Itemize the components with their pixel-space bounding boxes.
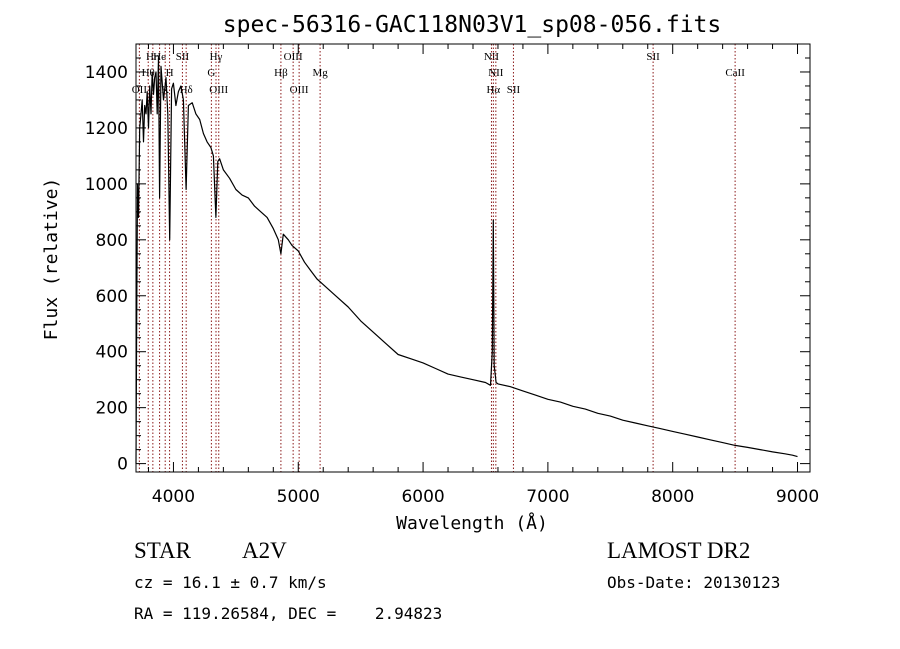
y-axis-label: Flux (relative): [41, 178, 62, 341]
marker-label: NII: [488, 67, 504, 79]
marker-label: He: [153, 51, 166, 63]
marker-label: Hγ: [210, 51, 223, 63]
marker-label: SII: [176, 51, 190, 63]
marker-label: G: [207, 67, 215, 79]
marker-label: CaII: [725, 67, 745, 79]
x-tick-label: 6000: [401, 487, 444, 507]
y-tick-label: 1000: [85, 175, 128, 195]
marker-label: SII: [507, 84, 521, 96]
marker-label: Hδ: [180, 84, 193, 96]
y-tick-label: 1200: [85, 119, 128, 139]
marker-label: H: [166, 67, 174, 79]
spectrum-line: [135, 57, 798, 464]
marker-label: Hη: [146, 51, 160, 63]
marker-label: K: [161, 84, 169, 96]
object-subclass: A2V: [242, 538, 287, 563]
marker-label: OIII: [284, 51, 303, 63]
marker-label: OIII: [209, 84, 228, 96]
marker-label: Hβ: [274, 67, 288, 79]
x-axis: 4000 5000 6000 7000 8000 9000: [147, 44, 819, 507]
y-tick-label: 400: [96, 343, 128, 363]
x-axis-label: Wavelength (Å): [396, 512, 548, 534]
plot-frame: [135, 43, 811, 473]
marker-label: Mg: [312, 67, 328, 79]
object-class: STAR: [134, 538, 191, 563]
spectral-line-markers: OIIHθHηHeKHSIIHδGHγOIIIHβOIIIOIIIMgNIIHα…: [132, 44, 745, 472]
y-tick-label: 0: [117, 455, 128, 475]
y-tick-label: 200: [96, 399, 128, 419]
obs-date: Obs-Date: 20130123: [607, 573, 781, 592]
y-tick-label: 1400: [85, 63, 128, 83]
x-tick-label: 5000: [277, 487, 320, 507]
marker-label: Hα: [486, 84, 500, 96]
marker-label: NII: [484, 51, 500, 63]
marker-label: SII: [646, 51, 660, 63]
x-tick-label: 7000: [526, 487, 569, 507]
y-axis: 0 200 400 600 800 1000 1200 1400: [85, 57, 810, 475]
redshift-readout: cz = 16.1 ± 0.7 km/s: [134, 573, 327, 592]
y-tick-label: 600: [96, 287, 128, 307]
chart-title: spec-56316-GAC118N03V1_sp08-056.fits: [223, 12, 722, 38]
x-tick-label: 8000: [651, 487, 694, 507]
marker-label: OIII: [290, 84, 309, 96]
x-tick-label: 4000: [152, 487, 195, 507]
spectrum-series: [135, 57, 798, 464]
y-tick-label: 800: [96, 231, 128, 251]
x-tick-label: 9000: [776, 487, 819, 507]
survey-name: LAMOST DR2: [607, 538, 751, 563]
coordinates: RA = 119.26584, DEC = 2.94823: [134, 604, 443, 623]
